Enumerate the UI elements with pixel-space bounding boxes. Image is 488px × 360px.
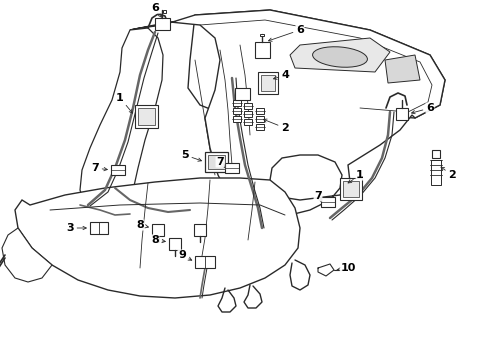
- Ellipse shape: [312, 47, 366, 67]
- Text: 2: 2: [263, 119, 288, 133]
- Polygon shape: [130, 10, 444, 215]
- Polygon shape: [232, 108, 241, 114]
- Text: 1: 1: [116, 93, 132, 113]
- Polygon shape: [194, 224, 205, 236]
- Polygon shape: [187, 10, 444, 118]
- Polygon shape: [258, 72, 278, 94]
- Text: 1: 1: [347, 170, 363, 183]
- Polygon shape: [224, 163, 239, 173]
- Text: 9: 9: [178, 250, 191, 260]
- Polygon shape: [232, 100, 241, 106]
- Text: 7: 7: [313, 191, 321, 202]
- Polygon shape: [155, 18, 170, 30]
- Polygon shape: [135, 105, 158, 128]
- Text: 8: 8: [151, 235, 165, 245]
- Polygon shape: [80, 28, 163, 218]
- Polygon shape: [431, 150, 439, 158]
- Text: 2: 2: [440, 167, 455, 180]
- Polygon shape: [256, 108, 264, 114]
- Polygon shape: [138, 108, 155, 125]
- Polygon shape: [207, 155, 224, 169]
- Polygon shape: [204, 152, 227, 172]
- Text: 7: 7: [216, 157, 224, 167]
- Polygon shape: [163, 10, 165, 13]
- Text: 6: 6: [151, 3, 161, 17]
- Polygon shape: [339, 178, 361, 200]
- Text: 7: 7: [91, 163, 107, 173]
- Text: 10: 10: [336, 263, 355, 273]
- Polygon shape: [111, 165, 125, 175]
- Polygon shape: [15, 178, 299, 298]
- Polygon shape: [384, 55, 419, 83]
- Text: 8: 8: [136, 220, 148, 230]
- Polygon shape: [235, 88, 249, 100]
- Polygon shape: [320, 197, 334, 207]
- Polygon shape: [152, 224, 163, 236]
- Polygon shape: [261, 75, 274, 91]
- Text: 6: 6: [411, 103, 433, 114]
- Polygon shape: [289, 38, 389, 72]
- Polygon shape: [256, 124, 264, 130]
- Polygon shape: [244, 103, 251, 109]
- Polygon shape: [342, 181, 358, 197]
- Polygon shape: [244, 119, 251, 125]
- Polygon shape: [256, 116, 264, 122]
- Text: 3: 3: [66, 223, 86, 233]
- Polygon shape: [254, 42, 269, 58]
- Polygon shape: [232, 116, 241, 122]
- Polygon shape: [430, 160, 440, 185]
- Text: 5: 5: [181, 150, 201, 161]
- Polygon shape: [260, 34, 264, 36]
- Text: 6: 6: [268, 25, 304, 41]
- Polygon shape: [195, 256, 215, 268]
- Polygon shape: [90, 222, 108, 234]
- Polygon shape: [169, 238, 181, 250]
- Polygon shape: [244, 111, 251, 117]
- Text: 4: 4: [273, 70, 288, 80]
- Polygon shape: [2, 228, 52, 282]
- Polygon shape: [395, 108, 407, 120]
